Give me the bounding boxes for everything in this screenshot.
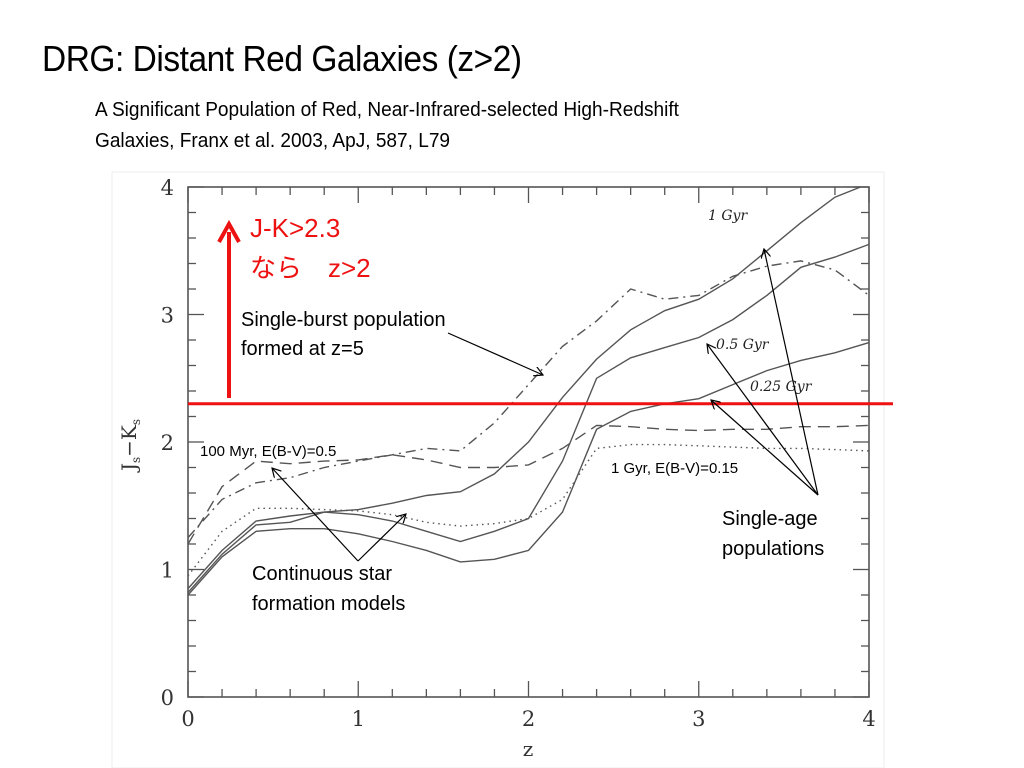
label-1-gyr: 1 Gyr xyxy=(708,208,748,224)
series-line-3 xyxy=(187,260,870,539)
annotation-single-age-line1: Single-age xyxy=(722,508,818,530)
arrow-single-age-1 xyxy=(764,249,819,496)
y-tick-label: 3 xyxy=(161,304,174,328)
y-axis-label-minus: − xyxy=(117,440,141,457)
series-line-0 xyxy=(187,186,861,590)
y-tick-labels: 0 1 2 3 4 xyxy=(161,176,174,710)
threshold-label-line1: J-K>2.3 xyxy=(250,213,340,243)
annotation-1-gyr-ebv: 1 Gyr, E(B-V)=0.15 xyxy=(611,460,738,477)
arrow-single-age-3 xyxy=(711,400,819,496)
y-axis-label-j: J xyxy=(117,463,141,473)
annotation-single-burst-line1: Single-burst population xyxy=(241,309,446,331)
arrow-continuous-2 xyxy=(357,514,406,562)
annotation-single-burst-line2: formed at z=5 xyxy=(241,338,364,360)
y-tick-label: 0 xyxy=(161,686,174,710)
annotation-continuous-line2: formation models xyxy=(252,593,405,615)
series-line-4 xyxy=(187,424,870,545)
y-axis-label-k: K xyxy=(117,424,141,440)
x-tick-label: 1 xyxy=(352,707,365,731)
reference-line-1: A Significant Population of Red, Near-In… xyxy=(95,98,679,121)
x-tick-label: 4 xyxy=(862,707,875,731)
arrow-continuous-1 xyxy=(272,468,359,562)
y-axis-label-sub: s xyxy=(129,419,143,425)
y-axis-label-sub: s xyxy=(129,457,143,463)
plot-frame xyxy=(187,186,870,698)
y-axis-label: Js−Ks xyxy=(117,419,143,473)
y-tick-label: 2 xyxy=(161,431,174,455)
x-tick-labels: 0 1 2 3 4 xyxy=(181,707,875,731)
x-tick-label: 3 xyxy=(692,707,705,731)
red-arrow-head-icon xyxy=(217,219,241,243)
red-up-arrow xyxy=(217,219,241,398)
label-0.25-gyr: 0.25 Gyr xyxy=(750,379,813,395)
annotation-100-myr: 100 Myr, E(B-V)=0.5 xyxy=(200,443,336,460)
label-0.5-gyr: 0.5 Gyr xyxy=(716,337,770,353)
arrow-single-burst xyxy=(447,332,543,375)
y-tick-label: 4 xyxy=(161,176,174,200)
slide-title: DRG: Distant Red Galaxies (z>2) xyxy=(42,38,522,79)
reference-line-2: Galaxies, Franx et al. 2003, ApJ, 587, L… xyxy=(95,129,451,152)
x-tick-label: 2 xyxy=(522,707,535,731)
series-line-2 xyxy=(187,341,870,596)
series-line-1 xyxy=(187,243,870,593)
annotation-continuous-line1: Continuous star xyxy=(252,563,392,585)
annotation-single-age-line2: populations xyxy=(722,538,824,560)
threshold-label-line2: なら z>2 xyxy=(250,253,371,283)
figure-frame xyxy=(111,171,885,768)
arrow-single-age-2 xyxy=(707,344,819,496)
svg-text:Js−Ks: Js−Ks xyxy=(117,419,143,473)
series-layer xyxy=(187,186,870,596)
y-tick-label: 1 xyxy=(161,559,174,583)
x-axis-label: z xyxy=(523,737,534,761)
x-tick-label: 0 xyxy=(181,707,194,731)
